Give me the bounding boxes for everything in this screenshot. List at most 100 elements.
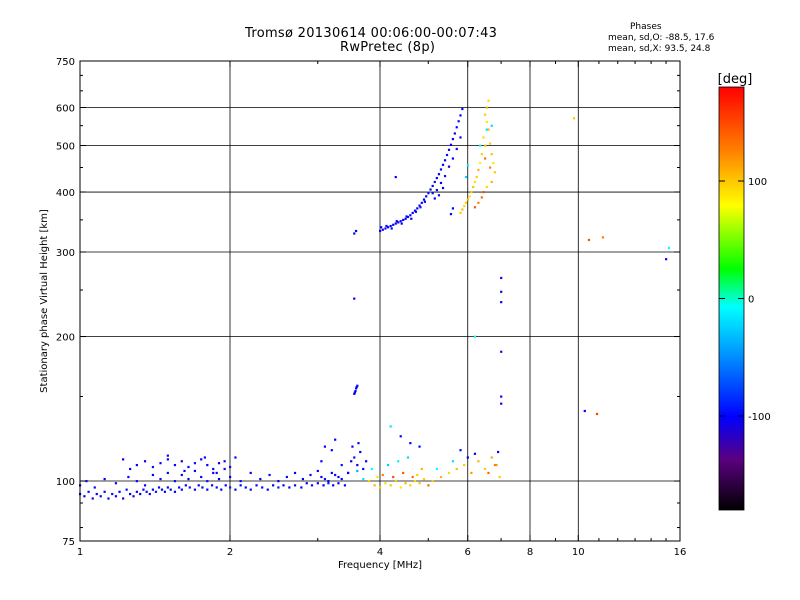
data-point bbox=[449, 143, 453, 146]
data-point bbox=[355, 385, 358, 389]
data-point bbox=[244, 486, 247, 489]
data-point bbox=[229, 465, 232, 469]
data-point bbox=[484, 467, 487, 471]
data-point bbox=[356, 463, 359, 467]
data-point bbox=[87, 490, 90, 493]
data-point bbox=[268, 473, 271, 477]
data-point bbox=[422, 198, 426, 201]
data-point bbox=[166, 458, 169, 461]
data-point bbox=[354, 387, 358, 390]
data-point bbox=[427, 484, 430, 487]
data-point bbox=[83, 495, 86, 498]
data-point bbox=[493, 171, 497, 174]
data-point bbox=[337, 482, 340, 485]
phase-stats-x: mean, sd,X: 93.5, 24.8 bbox=[608, 44, 711, 54]
data-point bbox=[395, 220, 398, 223]
data-point bbox=[485, 185, 488, 189]
data-point bbox=[435, 188, 438, 192]
data-point bbox=[320, 460, 323, 463]
data-point bbox=[380, 226, 383, 229]
data-point bbox=[184, 484, 187, 487]
chart-subtitle: RwPretec (8p) bbox=[340, 40, 436, 55]
data-point bbox=[487, 128, 490, 131]
data-point bbox=[464, 201, 468, 204]
data-point bbox=[148, 492, 151, 496]
data-point bbox=[316, 469, 319, 473]
data-point bbox=[91, 497, 94, 500]
colorbar-tick-label: -100 bbox=[748, 412, 771, 423]
data-point bbox=[459, 449, 462, 452]
data-point bbox=[459, 136, 462, 139]
data-point bbox=[373, 484, 376, 487]
data-point bbox=[381, 473, 384, 477]
data-point bbox=[220, 488, 223, 491]
data-point bbox=[337, 475, 340, 479]
data-point bbox=[107, 497, 110, 500]
phase-stats-o: mean, sd,O: -88.5, 17.6 bbox=[608, 33, 715, 43]
data-point bbox=[386, 226, 390, 229]
data-point bbox=[266, 488, 269, 491]
data-point bbox=[451, 157, 455, 160]
data-point bbox=[122, 458, 125, 461]
data-point bbox=[193, 488, 197, 491]
colorbar-tick-label: 100 bbox=[748, 177, 767, 188]
data-point bbox=[320, 475, 323, 479]
data-point bbox=[217, 477, 221, 481]
data-point bbox=[261, 486, 264, 489]
data-point bbox=[416, 207, 419, 210]
colorbar-label: [deg] bbox=[718, 72, 753, 87]
data-point bbox=[212, 467, 215, 471]
data-point bbox=[351, 445, 354, 448]
data-point bbox=[411, 475, 414, 479]
axes: 1 2 4 6 8 10 16 75 100 200 300 400 500 600 750 bbox=[56, 57, 686, 558]
data-point bbox=[423, 200, 426, 203]
data-point bbox=[353, 392, 356, 395]
data-point bbox=[114, 495, 118, 498]
data-point bbox=[419, 206, 422, 209]
data-point bbox=[404, 482, 407, 485]
data-point bbox=[143, 484, 147, 487]
data-point bbox=[285, 475, 288, 479]
data-point bbox=[484, 157, 487, 160]
data-point bbox=[470, 191, 473, 194]
data-point bbox=[229, 475, 232, 479]
data-point bbox=[381, 228, 384, 231]
data-point bbox=[480, 153, 483, 156]
data-point bbox=[379, 229, 382, 233]
data-point bbox=[404, 217, 407, 220]
grid bbox=[80, 61, 680, 541]
data-point bbox=[180, 473, 183, 477]
data-point bbox=[455, 467, 458, 471]
data-point bbox=[323, 445, 327, 448]
y-tick-label: 600 bbox=[56, 104, 75, 115]
data-point bbox=[173, 463, 177, 467]
data-point bbox=[223, 467, 226, 471]
data-point bbox=[392, 475, 395, 479]
data-point bbox=[414, 210, 418, 213]
data-point bbox=[457, 120, 460, 123]
data-point bbox=[334, 438, 337, 441]
data-point bbox=[427, 192, 430, 195]
data-point bbox=[431, 192, 434, 195]
data-point bbox=[425, 195, 428, 198]
data-point bbox=[411, 211, 414, 215]
data-point bbox=[587, 238, 591, 242]
data-point bbox=[439, 181, 443, 185]
data-point bbox=[420, 201, 423, 204]
data-point bbox=[173, 480, 177, 483]
data-point bbox=[389, 224, 392, 228]
data-point bbox=[224, 484, 227, 487]
x-tick-label: 2 bbox=[227, 547, 233, 558]
data-point bbox=[188, 486, 191, 489]
data-point bbox=[496, 450, 500, 454]
data-point bbox=[484, 144, 487, 147]
data-point bbox=[354, 390, 357, 393]
data-point bbox=[125, 488, 128, 491]
data-point bbox=[282, 484, 285, 487]
data-point bbox=[310, 484, 314, 487]
data-point bbox=[376, 475, 379, 479]
data-point bbox=[353, 232, 356, 235]
data-point bbox=[370, 467, 373, 471]
data-point bbox=[461, 208, 464, 211]
